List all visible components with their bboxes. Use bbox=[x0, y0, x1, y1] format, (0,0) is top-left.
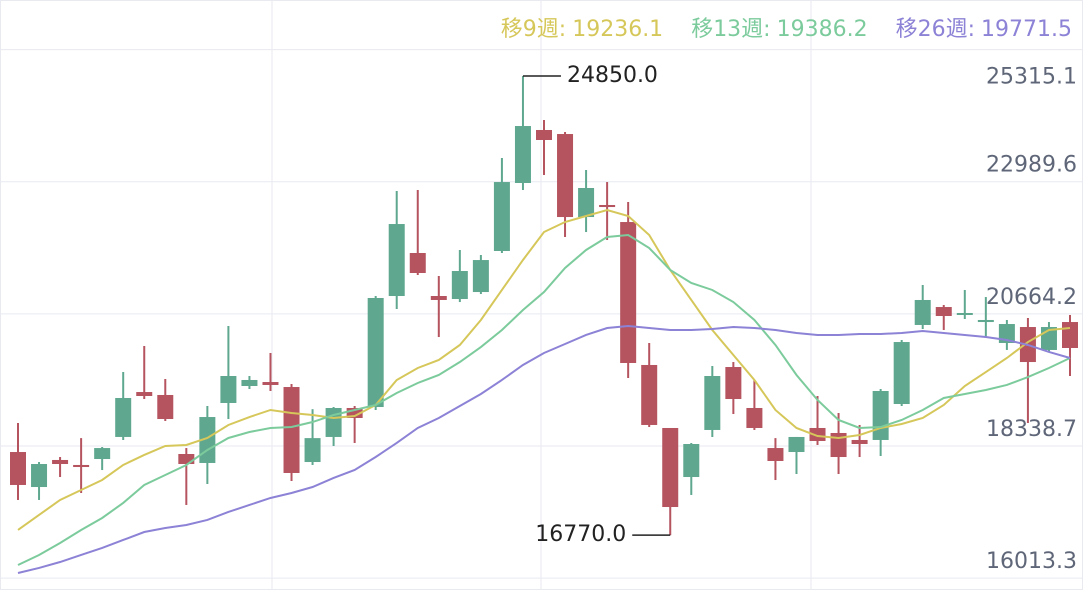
candle-body bbox=[94, 448, 111, 460]
candle-body bbox=[136, 392, 153, 396]
candle-body bbox=[557, 134, 574, 218]
candle-body bbox=[346, 407, 363, 418]
candle-body bbox=[409, 252, 426, 273]
candle-body bbox=[830, 432, 847, 458]
candle-body bbox=[304, 438, 321, 463]
candle-body bbox=[956, 312, 973, 315]
candle-body bbox=[536, 129, 552, 140]
candle-body bbox=[220, 376, 237, 403]
candle-body bbox=[367, 297, 384, 408]
candle-body bbox=[599, 204, 616, 208]
candle-body bbox=[872, 391, 889, 440]
y-tick-label: 22989.6 bbox=[986, 153, 1077, 178]
candle-body bbox=[851, 439, 868, 445]
candle-body bbox=[325, 407, 342, 437]
candle-body bbox=[52, 459, 69, 465]
moving-average-line bbox=[17, 233, 1071, 566]
candle-body bbox=[641, 364, 658, 425]
candle-body bbox=[157, 394, 174, 420]
y-tick-label: 20664.2 bbox=[986, 285, 1077, 310]
candle-body bbox=[704, 376, 721, 430]
candle-body bbox=[283, 387, 300, 473]
legend-value: 19771.5 bbox=[981, 17, 1072, 42]
candle-body bbox=[662, 427, 679, 508]
candle-body bbox=[262, 382, 279, 385]
candle-body bbox=[935, 307, 952, 317]
annotation-label: 16770.0 bbox=[535, 522, 626, 547]
y-tick-label: 25315.1 bbox=[986, 65, 1077, 90]
candle-body bbox=[241, 379, 258, 387]
moving-average-line bbox=[17, 324, 1071, 574]
candle-body bbox=[998, 324, 1015, 343]
candle-body bbox=[430, 296, 447, 300]
candle-body bbox=[31, 464, 48, 488]
legend-label: 移26週: bbox=[896, 17, 975, 42]
candle-body bbox=[893, 342, 910, 405]
annotation-label: 24850.0 bbox=[567, 63, 658, 88]
candle-body bbox=[683, 444, 700, 478]
moving-average-line bbox=[17, 208, 1071, 531]
y-tick-label: 18338.7 bbox=[986, 417, 1077, 442]
candle-body bbox=[472, 260, 489, 293]
candle-body bbox=[115, 397, 132, 437]
candle-body bbox=[451, 271, 468, 300]
legend-value: 19236.1 bbox=[572, 17, 663, 42]
candle-body bbox=[73, 464, 90, 468]
candle-body bbox=[725, 367, 742, 400]
candle-body bbox=[578, 188, 595, 218]
candle-body bbox=[10, 452, 26, 485]
candle-body bbox=[746, 407, 763, 428]
legend-value: 19386.2 bbox=[777, 17, 868, 42]
candle-body bbox=[199, 417, 216, 463]
candle-body bbox=[914, 299, 931, 325]
candle-body bbox=[493, 182, 510, 252]
candle-body bbox=[388, 224, 405, 297]
candle-body bbox=[788, 436, 805, 453]
candle-body bbox=[809, 427, 826, 441]
candle-body bbox=[620, 222, 637, 363]
candle-body bbox=[977, 319, 994, 323]
candle-body bbox=[767, 448, 784, 461]
legend-label: 移9週: bbox=[501, 17, 566, 42]
candle-body bbox=[514, 126, 531, 184]
candle-body bbox=[178, 454, 195, 465]
candle-body bbox=[1062, 322, 1078, 348]
y-tick-label: 16013.3 bbox=[986, 549, 1077, 574]
legend-label: 移13週: bbox=[691, 17, 770, 42]
